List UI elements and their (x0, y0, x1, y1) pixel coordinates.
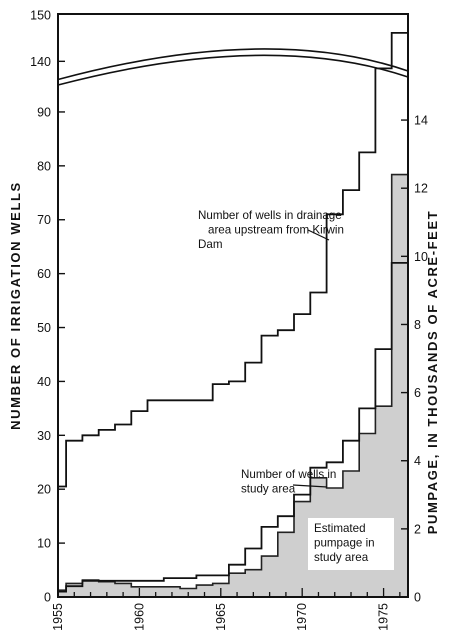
right-tick-label-6: 6 (414, 386, 421, 400)
left-tick-label-80: 80 (37, 159, 51, 173)
left-tick-label-0: 0 (44, 591, 51, 605)
left-tick-label-140: 140 (30, 55, 51, 69)
axis-ticks-layer (57, 60, 408, 597)
annotation-2-line-1: pumpage in (314, 537, 375, 550)
annotation-2-line-2: study area (314, 551, 369, 564)
tick-labels-layer: 0 10 20 30 40 50 60 70 80 90 140 150 0 2 4 6 8 10 12 14 1955… (8, 9, 440, 631)
x-tick-label-1960: 1960 (132, 603, 146, 631)
right-tick-label-8: 8 (414, 318, 421, 332)
annotation-0-line-0: Number of wells in drainage (198, 209, 342, 222)
left-tick-label-40: 40 (37, 375, 51, 389)
annotation-0-line-2: Dam (198, 238, 222, 251)
annotations-layer: Number of wells in drainage area upstream… (198, 209, 394, 570)
annotation-2-line-0: Estimated (314, 522, 366, 535)
x-tick-label-1965: 1965 (214, 603, 228, 631)
series-lines-layer (58, 32, 408, 593)
plot-frame (57, 13, 409, 598)
x-tick-label-1955: 1955 (51, 603, 65, 631)
right-tick-label-2: 2 (414, 522, 421, 536)
left-tick-label-60: 60 (37, 267, 51, 281)
left-tick-label-20: 20 (37, 483, 51, 497)
left-tick-label-50: 50 (37, 321, 51, 335)
right-tick-label-4: 4 (414, 454, 421, 468)
series-0-drainage-wells-line (58, 32, 408, 488)
right-tick-label-12: 12 (414, 182, 428, 196)
left-axis-title: NUMBER OF IRRIGATION WELLS (8, 181, 23, 430)
left-tick-label-10: 10 (37, 537, 51, 551)
axis-break-lower-curve (57, 54, 409, 86)
right-axis-title: PUMPAGE, IN THOUSANDS OF ACRE-FEET (425, 210, 440, 535)
annotation-2-background (308, 518, 394, 570)
annotation-1-leader-line (292, 484, 328, 488)
plot-border (57, 13, 409, 598)
right-tick-label-0: 0 (414, 591, 421, 605)
annotation-1-line-1: study area (241, 483, 296, 496)
series-1-study-wells-line (58, 262, 408, 593)
annotation-0-line-1: area upstream from Kirwin (208, 224, 344, 237)
right-tick-label-10: 10 (414, 250, 428, 264)
left-tick-label-150: 150 (30, 9, 51, 23)
x-tick-label-1975: 1975 (377, 603, 391, 631)
left-tick-label-90: 90 (37, 105, 51, 119)
left-tick-label-30: 30 (37, 429, 51, 443)
left-tick-label-70: 70 (37, 213, 51, 227)
axis-break-upper-curve (57, 48, 409, 81)
annotation-0-leader-line (307, 229, 330, 241)
right-tick-label-14: 14 (414, 114, 428, 128)
annotation-1-line-0: Number of wells in (241, 468, 336, 481)
x-tick-label-1970: 1970 (295, 603, 309, 631)
